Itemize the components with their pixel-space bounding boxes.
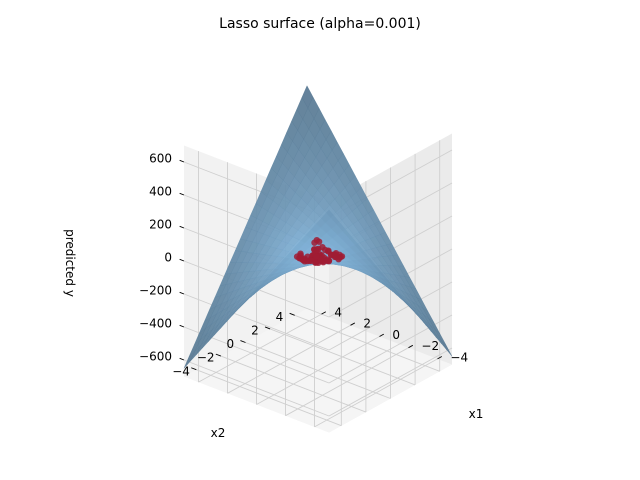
y-axis-tick-label: −2 <box>197 351 215 365</box>
z-axis-tick <box>179 159 185 163</box>
z-axis-title: predicted y <box>63 229 77 297</box>
x-axis-tick-label: −4 <box>450 350 468 364</box>
x-axis-tick <box>350 322 356 326</box>
y-axis-tick-label: 2 <box>251 324 259 338</box>
data-point <box>321 246 329 254</box>
y-axis-tick <box>240 340 246 343</box>
data-points <box>293 237 346 266</box>
data-point <box>301 256 308 264</box>
data-point <box>308 257 315 264</box>
z-axis-tick <box>179 324 185 328</box>
x-axis-tick <box>321 311 327 315</box>
x-axis-tick-label: 4 <box>334 306 342 320</box>
x-axis-tick <box>437 356 443 360</box>
data-point <box>323 257 331 264</box>
grid-line-right-z <box>328 347 453 417</box>
grid-line-floor-x2 <box>196 369 342 427</box>
surface-facet <box>301 85 314 109</box>
y-axis-tick <box>191 367 197 371</box>
x-axis-tick-label: 2 <box>363 317 371 331</box>
z-axis-tick <box>179 258 185 262</box>
data-point <box>330 251 338 259</box>
z-axis-tick-label: 600 <box>149 151 172 165</box>
x-axis-tick-label: 0 <box>392 328 400 342</box>
data-point <box>317 256 324 264</box>
z-axis-tick <box>179 192 185 196</box>
x-axis-tick <box>408 344 414 349</box>
grid-line-floor-x2 <box>269 328 416 386</box>
y-axis-tick-label: 4 <box>276 310 284 324</box>
data-point <box>313 253 320 260</box>
y-axis-tick <box>215 353 222 357</box>
z-axis-tick-label: 200 <box>149 217 172 231</box>
grid-line-floor-x2 <box>220 355 367 413</box>
y-axis-title: x2 <box>211 426 226 440</box>
y-axis-tick-label: −4 <box>172 364 190 378</box>
grid-line-right-z <box>328 281 453 351</box>
x-axis-tick <box>379 333 385 337</box>
x-axis-tick-label: −2 <box>421 339 439 353</box>
y-axis-tick-label: 0 <box>226 337 234 351</box>
axis-ticks: −4 −2 0 2 4 −4 −2 0 2 4 −600 −400 −200 0 200 400 600 <box>139 151 468 378</box>
z-axis-tick <box>179 357 185 361</box>
z-axis-tick <box>179 225 185 229</box>
grid-line-floor-x2 <box>294 314 440 372</box>
z-axis-tick-label: −200 <box>139 283 172 297</box>
y-axis-tick <box>264 326 271 330</box>
y-axis-tick <box>289 312 295 316</box>
z-axis-tick-label: 400 <box>149 184 172 198</box>
z-axis-tick-label: −400 <box>139 316 172 330</box>
data-point <box>313 246 321 253</box>
grid-line-left-z <box>183 359 330 417</box>
grid-line-floor-x2 <box>245 342 391 399</box>
data-point <box>311 239 318 246</box>
chart-title: Lasso surface (alpha=0.001) <box>219 16 421 32</box>
data-point <box>335 256 342 263</box>
z-axis-tick-label: −600 <box>139 349 172 363</box>
z-axis-tick-label: 0 <box>164 250 172 264</box>
grid-line-left-z <box>183 293 330 351</box>
z-axis-tick <box>179 291 185 295</box>
x-axis-title: x1 <box>469 407 484 421</box>
